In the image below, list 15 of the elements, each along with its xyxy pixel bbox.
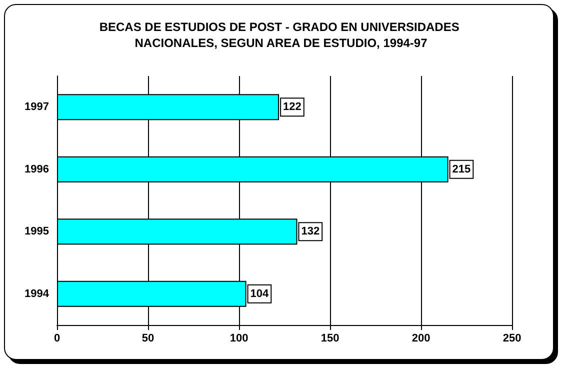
data-label: 104 [250,288,270,300]
x-tick-label: 50 [142,332,154,344]
data-label: 122 [283,101,302,114]
y-tick-label: 1996 [24,163,49,176]
data-label: 215 [452,163,471,176]
x-tick-label: 0 [54,332,60,344]
chart-title: BECAS DE ESTUDIOS DE POST - GRADO EN UNIVERSIDADES NACIONALES, SEGUN AREA DE ESTUDIO, 1994-97 [99,20,463,50]
y-tick-label: 1994 [24,288,50,300]
x-tick-label: 200 [412,332,430,344]
y-tick-label: 1997 [24,101,49,114]
x-tick-label: 250 [502,332,522,344]
data-label: 132 [301,226,320,238]
y-tick-label: 1995 [24,226,49,238]
x-tick-label: 150 [320,332,340,344]
x-tick-label: 100 [230,332,248,344]
